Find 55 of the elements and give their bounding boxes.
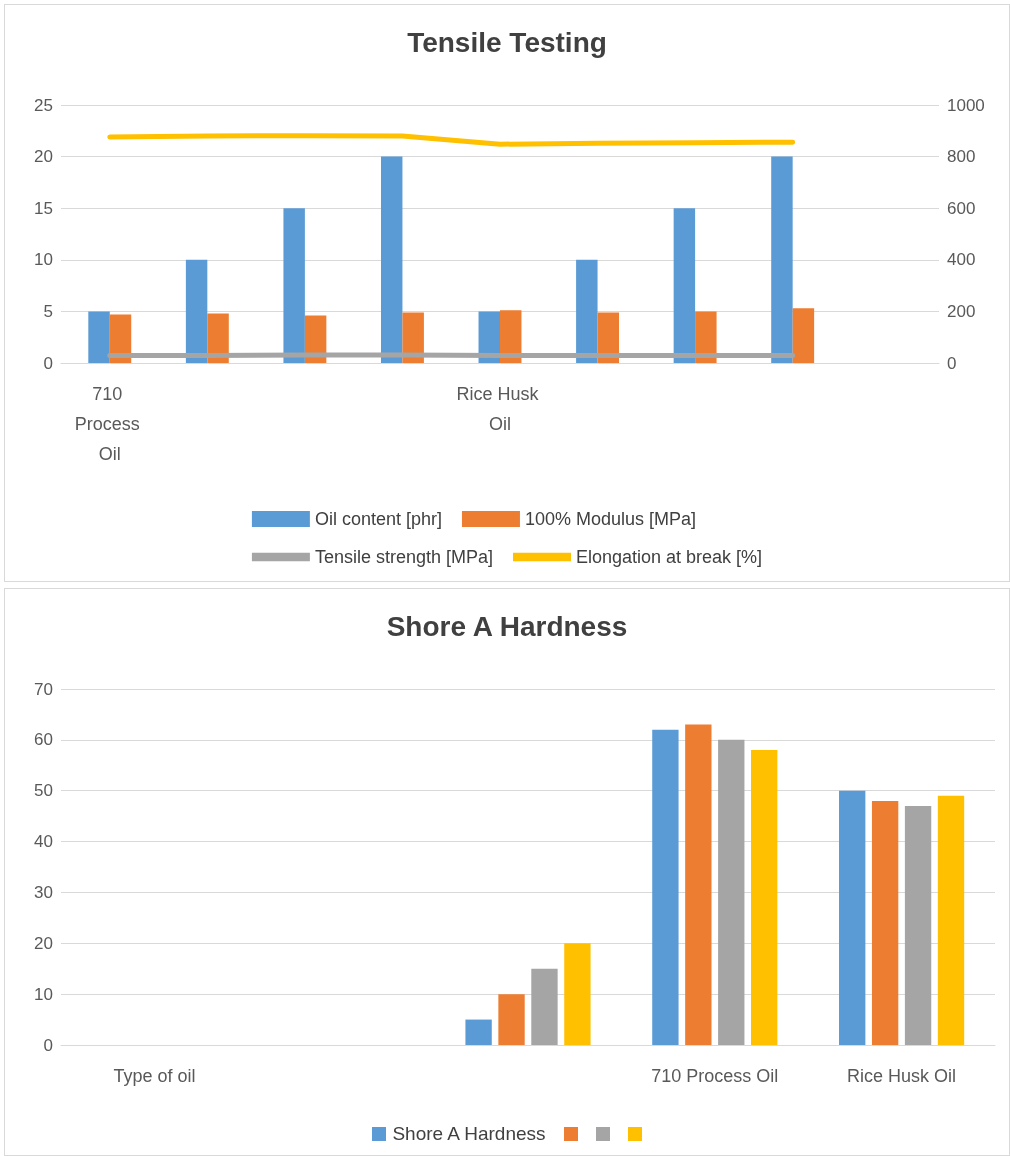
- bar: [673, 208, 696, 363]
- bar: [185, 259, 208, 363]
- bar: [871, 800, 899, 1045]
- y2-tick-label: 200: [947, 301, 976, 321]
- bar: [207, 313, 229, 363]
- legend-label: Elongation at break [%]: [575, 547, 763, 567]
- y-tick-label: 30: [34, 882, 53, 902]
- y-tick-label: 20: [34, 933, 53, 953]
- y-tick-label: 10: [34, 984, 53, 1004]
- x-tick-label: 710 Process Oil: [74, 384, 145, 464]
- bar: [685, 724, 712, 1045]
- y-tick-label: 60: [34, 730, 53, 750]
- chart-title: Shore A Hardness: [386, 610, 628, 642]
- legend-label: 100% Modulus [MPa]: [524, 509, 697, 529]
- bar: [904, 805, 932, 1045]
- legend-label: Oil content [phr]: [314, 509, 442, 529]
- x-tick-label: Rice Husk Oil: [847, 1066, 957, 1086]
- y-tick-label: 50: [34, 781, 53, 801]
- x-tick-label: Rice Husk Oil: [456, 384, 544, 434]
- x-tick-label: Type of oil: [113, 1066, 196, 1086]
- bar: [88, 311, 110, 363]
- bar: [792, 308, 815, 363]
- y2-tick-label: 1000: [947, 95, 985, 115]
- y2-tick-label: 0: [947, 353, 957, 373]
- bar: [771, 156, 793, 363]
- x-tick-label: 710 Process Oil: [651, 1066, 779, 1086]
- bar: [839, 790, 866, 1045]
- bar: [283, 208, 305, 363]
- y-tick-label: 25: [34, 95, 53, 115]
- bar: [718, 739, 745, 1045]
- y-tick-label: 70: [34, 679, 53, 699]
- bar: [576, 259, 598, 363]
- bar: [380, 156, 403, 363]
- y-tick-label: 10: [34, 250, 53, 270]
- y-tick-label: 15: [34, 198, 53, 218]
- y-tick-label: 0: [43, 353, 53, 373]
- bar: [695, 311, 717, 363]
- y-tick-label: 20: [34, 147, 53, 167]
- y2-tick-label: 400: [947, 250, 976, 270]
- bar: [937, 795, 965, 1045]
- y2-tick-label: 600: [947, 198, 976, 218]
- bar: [652, 729, 679, 1045]
- legend-label: Tensile strength [MPa]: [314, 547, 493, 567]
- y-tick-label: 0: [43, 1035, 53, 1055]
- bar: [498, 994, 525, 1045]
- chart-title: Tensile Testing: [407, 26, 607, 58]
- y2-tick-label: 800: [947, 147, 976, 167]
- bar: [751, 750, 778, 1045]
- legend-label: Shore A Hardness: [392, 1123, 546, 1145]
- y-tick-label: 40: [34, 832, 53, 852]
- bar: [402, 312, 424, 363]
- y-tick-label: 5: [43, 301, 53, 321]
- bar: [465, 1019, 492, 1045]
- bar: [531, 968, 558, 1045]
- bar: [564, 943, 591, 1045]
